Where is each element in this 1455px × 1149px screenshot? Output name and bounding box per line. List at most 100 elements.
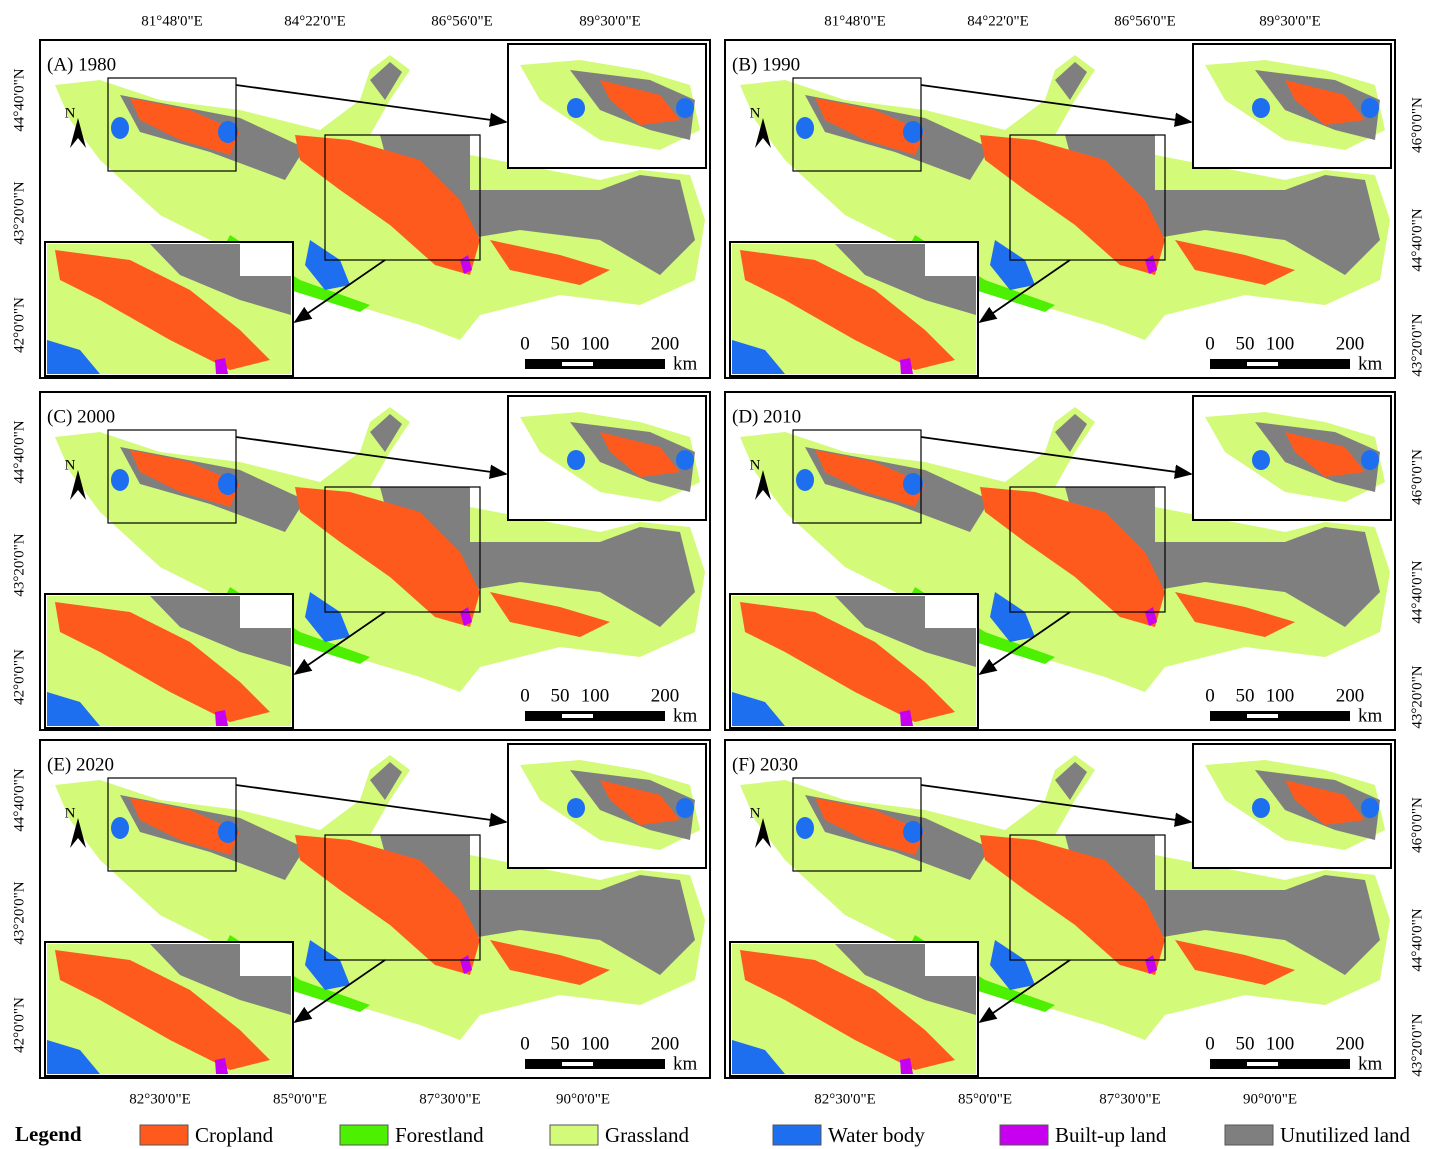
latitude-label: 46°0'0"N bbox=[1409, 97, 1425, 153]
latitude-label: 44°40'0"N bbox=[1409, 560, 1425, 623]
scale-bar-segment bbox=[1247, 714, 1278, 718]
panel-label: (A) 1980 bbox=[47, 54, 116, 75]
latitude-label: 43°20'0"N bbox=[11, 181, 27, 244]
latitude-label: 43°20'0"N bbox=[1409, 313, 1425, 376]
scale-tick: 50 bbox=[551, 685, 570, 706]
latitude-label: 43°20'0"N bbox=[1409, 665, 1425, 728]
longitude-label: 81°48'0"E bbox=[824, 13, 886, 29]
scale-unit: km bbox=[673, 353, 698, 374]
north-label: N bbox=[65, 805, 76, 821]
latitude-label: 44°40'0"N bbox=[11, 768, 27, 831]
legend-label: Cropland bbox=[195, 1123, 274, 1147]
scale-unit: km bbox=[1358, 705, 1383, 726]
scale-unit: km bbox=[1358, 1053, 1383, 1074]
scale-tick: 50 bbox=[551, 1033, 570, 1054]
figure: (A) 1980N050100200km44°40'0"N43°20'0"N42… bbox=[0, 0, 1455, 1149]
scale-bar bbox=[525, 1059, 665, 1069]
latitude-label: 44°40'0"N bbox=[11, 420, 27, 483]
north-label: N bbox=[65, 457, 76, 473]
scale-tick: 100 bbox=[1266, 333, 1295, 354]
scale-bar-segment bbox=[562, 362, 593, 366]
longitude-label: 87°30'0"E bbox=[419, 1091, 481, 1107]
legend-label: Water body bbox=[828, 1123, 925, 1147]
north-label: N bbox=[750, 105, 761, 121]
legend-swatch bbox=[1000, 1125, 1048, 1145]
north-label: N bbox=[750, 457, 761, 473]
scale-unit: km bbox=[673, 1053, 698, 1074]
panel-label: (C) 2000 bbox=[47, 406, 115, 427]
scale-tick: 100 bbox=[581, 685, 610, 706]
latitude-label: 42°0'0"N bbox=[11, 297, 27, 353]
scale-tick: 100 bbox=[1266, 1033, 1295, 1054]
scale-bar bbox=[1210, 359, 1350, 369]
longitude-label: 84°22'0"E bbox=[967, 13, 1029, 29]
legend-label: Unutilized land bbox=[1280, 1123, 1411, 1147]
scale-tick: 0 bbox=[1205, 685, 1215, 706]
scale-bar bbox=[525, 359, 665, 369]
scale-tick: 0 bbox=[1205, 1033, 1215, 1054]
longitude-label: 86°56'0"E bbox=[431, 13, 493, 29]
panel-label: (E) 2020 bbox=[47, 754, 114, 775]
scale-tick: 100 bbox=[1266, 685, 1295, 706]
legend-label: Grassland bbox=[605, 1123, 689, 1147]
longitude-label: 85°0'0"E bbox=[958, 1091, 1012, 1107]
scale-tick: 200 bbox=[1336, 1033, 1365, 1054]
scale-tick: 0 bbox=[1205, 333, 1215, 354]
longitude-label: 82°30'0"E bbox=[814, 1091, 876, 1107]
legend-title: Legend bbox=[15, 1122, 82, 1146]
longitude-label: 81°48'0"E bbox=[141, 13, 203, 29]
panel-label: (B) 1990 bbox=[732, 54, 800, 75]
longitude-label: 82°30'0"E bbox=[129, 1091, 191, 1107]
scale-bar-segment bbox=[1247, 362, 1278, 366]
legend-swatch bbox=[550, 1125, 598, 1145]
longitude-label: 89°30'0"E bbox=[1259, 13, 1321, 29]
scale-tick: 0 bbox=[520, 333, 530, 354]
scale-tick: 200 bbox=[1336, 685, 1365, 706]
scale-bar-segment bbox=[562, 714, 593, 718]
longitude-label: 86°56'0"E bbox=[1114, 13, 1176, 29]
latitude-label: 43°20'0"N bbox=[11, 881, 27, 944]
scale-bar bbox=[1210, 1059, 1350, 1069]
latitude-label: 42°0'0"N bbox=[11, 649, 27, 705]
scale-bar bbox=[1210, 711, 1350, 721]
scale-tick: 200 bbox=[651, 1033, 680, 1054]
scale-unit: km bbox=[1358, 353, 1383, 374]
latitude-label: 44°40'0"N bbox=[1409, 908, 1425, 971]
scale-tick: 50 bbox=[1236, 333, 1255, 354]
latitude-label: 42°0'0"N bbox=[11, 997, 27, 1053]
scale-tick: 50 bbox=[1236, 1033, 1255, 1054]
latitude-label: 43°20'0"N bbox=[11, 533, 27, 596]
longitude-label: 84°22'0"E bbox=[284, 13, 346, 29]
longitude-label: 89°30'0"E bbox=[579, 13, 641, 29]
scale-tick: 50 bbox=[551, 333, 570, 354]
scale-tick: 200 bbox=[1336, 333, 1365, 354]
longitude-label: 90°0'0"E bbox=[1243, 1091, 1297, 1107]
scale-unit: km bbox=[673, 705, 698, 726]
latitude-label: 43°20'0"N bbox=[1409, 1013, 1425, 1076]
legend-label: Built-up land bbox=[1055, 1123, 1167, 1147]
scale-bar-segment bbox=[562, 1062, 593, 1066]
legend-label: Forestland bbox=[395, 1123, 484, 1147]
legend-swatch bbox=[340, 1125, 388, 1145]
panel-label: (D) 2010 bbox=[732, 406, 801, 427]
latitude-label: 46°0'0"N bbox=[1409, 449, 1425, 505]
latitude-label: 46°0'0"N bbox=[1409, 797, 1425, 853]
scale-tick: 50 bbox=[1236, 685, 1255, 706]
longitude-label: 87°30'0"E bbox=[1099, 1091, 1161, 1107]
scale-tick: 0 bbox=[520, 1033, 530, 1054]
longitude-label: 90°0'0"E bbox=[556, 1091, 610, 1107]
scale-tick: 100 bbox=[581, 1033, 610, 1054]
scale-bar-segment bbox=[1247, 1062, 1278, 1066]
north-label: N bbox=[750, 805, 761, 821]
scale-tick: 100 bbox=[581, 333, 610, 354]
legend-swatch bbox=[140, 1125, 188, 1145]
latitude-label: 44°40'0"N bbox=[11, 68, 27, 131]
north-label: N bbox=[65, 105, 76, 121]
scale-tick: 0 bbox=[520, 685, 530, 706]
legend-swatch bbox=[1225, 1125, 1273, 1145]
